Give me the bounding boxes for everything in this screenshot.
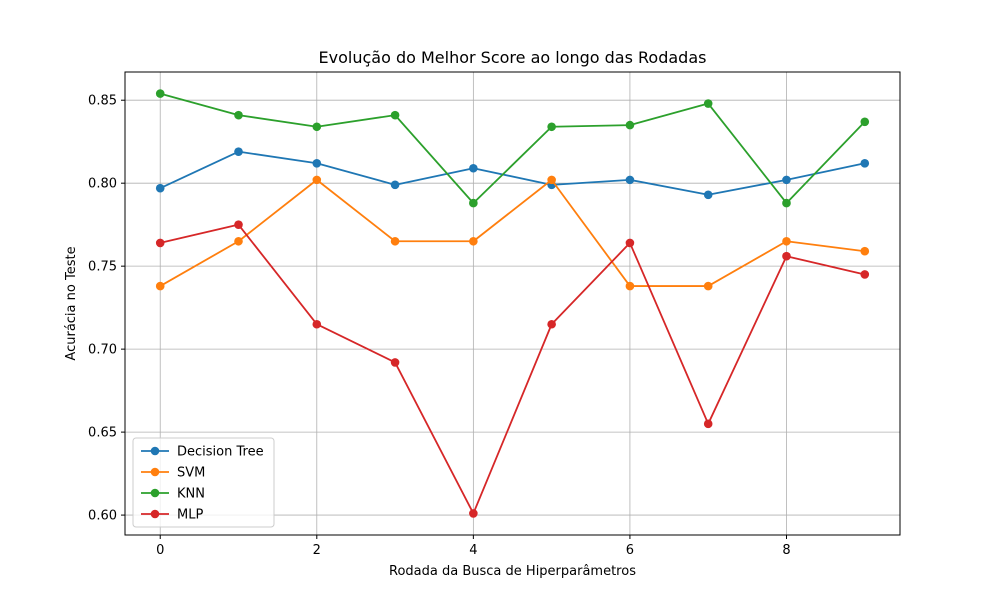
y-tick-label: 0.80 <box>88 177 117 192</box>
data-point <box>860 246 870 256</box>
legend-item: SVM <box>141 466 205 481</box>
legend-label: Decision Tree <box>177 445 264 460</box>
series-mlp <box>155 220 870 518</box>
y-tick-label: 0.60 <box>88 509 117 524</box>
x-tick-label: 4 <box>469 543 477 558</box>
data-point <box>860 270 870 279</box>
x-tick-label: 8 <box>782 543 790 558</box>
data-point <box>782 175 791 185</box>
data-point <box>782 198 791 208</box>
legend-swatch-marker <box>150 509 160 519</box>
legend-swatch-marker <box>150 488 160 498</box>
legend-label: KNN <box>177 487 205 502</box>
data-point <box>625 175 635 185</box>
data-point <box>390 180 400 190</box>
legend-label: SVM <box>177 466 205 481</box>
data-point <box>469 509 478 518</box>
data-point <box>155 281 165 291</box>
data-point <box>547 122 556 132</box>
data-point <box>547 319 556 329</box>
data-point <box>390 236 400 246</box>
series-group <box>155 89 870 518</box>
data-point <box>234 236 243 246</box>
data-point <box>390 110 400 120</box>
data-point <box>312 175 322 185</box>
series-line-mlp <box>160 223 865 515</box>
series-knn <box>155 89 870 208</box>
legend-item: Decision Tree <box>141 445 264 460</box>
legend-swatch-marker <box>150 467 160 477</box>
data-point <box>860 117 870 127</box>
data-point <box>703 281 713 291</box>
y-tick-label: 0.85 <box>88 94 117 109</box>
data-point <box>703 419 713 429</box>
series-line-knn <box>159 92 866 205</box>
data-point <box>703 190 713 200</box>
data-point <box>155 183 165 193</box>
x-tick-label: 0 <box>156 543 164 558</box>
series-decision-tree <box>155 147 870 200</box>
y-tick-label: 0.65 <box>88 426 117 441</box>
data-point <box>860 158 870 168</box>
legend-item: MLP <box>141 508 203 523</box>
data-point <box>469 198 478 208</box>
plot-frame <box>124 71 901 536</box>
data-point <box>625 281 635 291</box>
data-point <box>782 236 791 246</box>
series-line-decision-tree <box>159 150 865 196</box>
y-axis-ticks: 0.60 0.65 0.70 0.75 0.80 0.85 <box>88 94 125 524</box>
data-point <box>312 122 322 132</box>
data-point <box>155 89 165 98</box>
data-point <box>234 220 243 229</box>
y-tick-label: 0.70 <box>88 343 117 358</box>
data-point <box>703 99 713 108</box>
data-point <box>625 120 635 130</box>
data-point <box>547 175 556 185</box>
y-axis-label: Acurácia no Teste <box>64 246 79 360</box>
data-point <box>469 163 478 173</box>
data-point <box>234 147 243 156</box>
data-point <box>782 251 791 261</box>
data-point <box>312 319 322 329</box>
legend-box <box>132 437 275 528</box>
y-tick-label: 0.75 <box>88 260 117 275</box>
data-point <box>390 358 400 367</box>
series-line-svm <box>159 178 865 287</box>
data-point <box>312 158 322 168</box>
data-point <box>234 110 243 120</box>
data-point <box>469 236 478 246</box>
series-svm <box>155 175 870 291</box>
legend-item: KNN <box>141 487 205 502</box>
x-axis-ticks: 0 2 4 6 8 <box>156 535 791 558</box>
data-point <box>625 238 635 248</box>
legend-swatch-marker <box>150 446 160 456</box>
x-tick-label: 6 <box>626 543 634 558</box>
data-point <box>155 238 165 248</box>
legend-label: MLP <box>177 508 203 523</box>
chart-title: Evolução do Melhor Score ao longo das Ro… <box>319 48 707 67</box>
legend: Decision Tree SVM KNN MLP <box>132 437 275 528</box>
x-axis-label: Rodada da Busca de Hiperparâmetros <box>389 564 636 579</box>
x-tick-label: 2 <box>313 543 321 558</box>
